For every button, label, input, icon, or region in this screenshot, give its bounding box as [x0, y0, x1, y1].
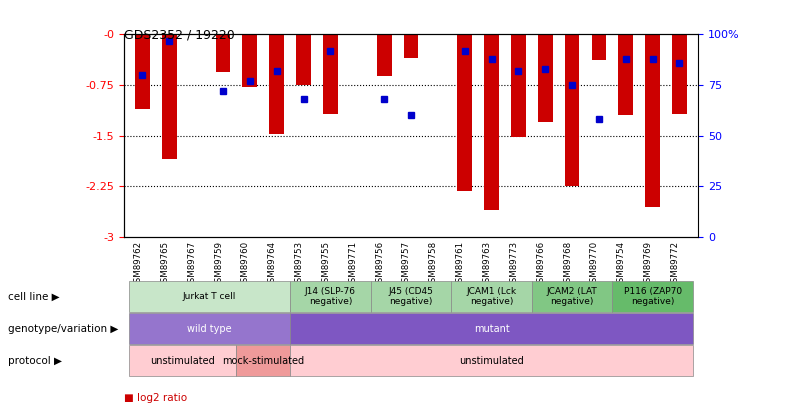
- Text: unstimulated: unstimulated: [150, 356, 215, 366]
- Bar: [565, 34, 579, 186]
- Text: GSM89761: GSM89761: [456, 241, 464, 288]
- Text: GSM89766: GSM89766: [536, 241, 545, 288]
- Text: GSM89763: GSM89763: [483, 241, 492, 288]
- Text: J45 (CD45
negative): J45 (CD45 negative): [389, 287, 433, 306]
- Text: GSM89772: GSM89772: [670, 241, 679, 288]
- Text: GSM89769: GSM89769: [644, 241, 653, 288]
- Text: GSM89771: GSM89771: [348, 241, 358, 288]
- Bar: [377, 34, 392, 76]
- Bar: [243, 34, 257, 87]
- Text: GSM89760: GSM89760: [241, 241, 250, 288]
- Text: mock-stimulated: mock-stimulated: [222, 356, 304, 366]
- Text: GSM89759: GSM89759: [214, 241, 223, 288]
- Text: GSM89770: GSM89770: [590, 241, 599, 288]
- Text: JCAM1 (Lck
negative): JCAM1 (Lck negative): [467, 287, 516, 306]
- Text: GSM89768: GSM89768: [563, 241, 572, 288]
- Text: GSM89754: GSM89754: [617, 241, 626, 288]
- Text: wild type: wild type: [188, 324, 232, 334]
- Text: GSM89753: GSM89753: [294, 241, 303, 288]
- Bar: [135, 34, 150, 109]
- Bar: [618, 34, 633, 115]
- Bar: [646, 34, 660, 207]
- Bar: [404, 34, 418, 58]
- Bar: [511, 34, 526, 137]
- Text: P116 (ZAP70
negative): P116 (ZAP70 negative): [623, 287, 681, 306]
- Bar: [484, 34, 499, 210]
- Bar: [672, 34, 687, 114]
- Text: GSM89765: GSM89765: [160, 241, 169, 288]
- Bar: [457, 34, 472, 191]
- Bar: [323, 34, 338, 114]
- Text: cell line ▶: cell line ▶: [8, 292, 60, 302]
- Bar: [270, 34, 284, 134]
- Text: GDS2352 / 19220: GDS2352 / 19220: [124, 28, 235, 41]
- Bar: [162, 34, 176, 159]
- Text: GSM89764: GSM89764: [267, 241, 277, 288]
- Text: GSM89755: GSM89755: [322, 241, 330, 288]
- Text: GSM89756: GSM89756: [375, 241, 384, 288]
- Text: GSM89758: GSM89758: [429, 241, 438, 288]
- Bar: [538, 34, 552, 122]
- Text: genotype/variation ▶: genotype/variation ▶: [8, 324, 118, 334]
- Text: J14 (SLP-76
negative): J14 (SLP-76 negative): [305, 287, 356, 306]
- Text: JCAM2 (LAT
negative): JCAM2 (LAT negative): [547, 287, 598, 306]
- Text: protocol ▶: protocol ▶: [8, 356, 62, 366]
- Bar: [591, 34, 606, 60]
- Text: Jurkat T cell: Jurkat T cell: [183, 292, 236, 301]
- Text: unstimulated: unstimulated: [459, 356, 524, 366]
- Text: GSM89767: GSM89767: [188, 241, 196, 288]
- Bar: [215, 34, 231, 72]
- Text: ■ log2 ratio: ■ log2 ratio: [124, 393, 187, 403]
- Text: GSM89757: GSM89757: [402, 241, 411, 288]
- Bar: [296, 34, 311, 85]
- Text: GSM89762: GSM89762: [133, 241, 143, 288]
- Text: GSM89773: GSM89773: [509, 241, 519, 288]
- Text: mutant: mutant: [474, 324, 509, 334]
